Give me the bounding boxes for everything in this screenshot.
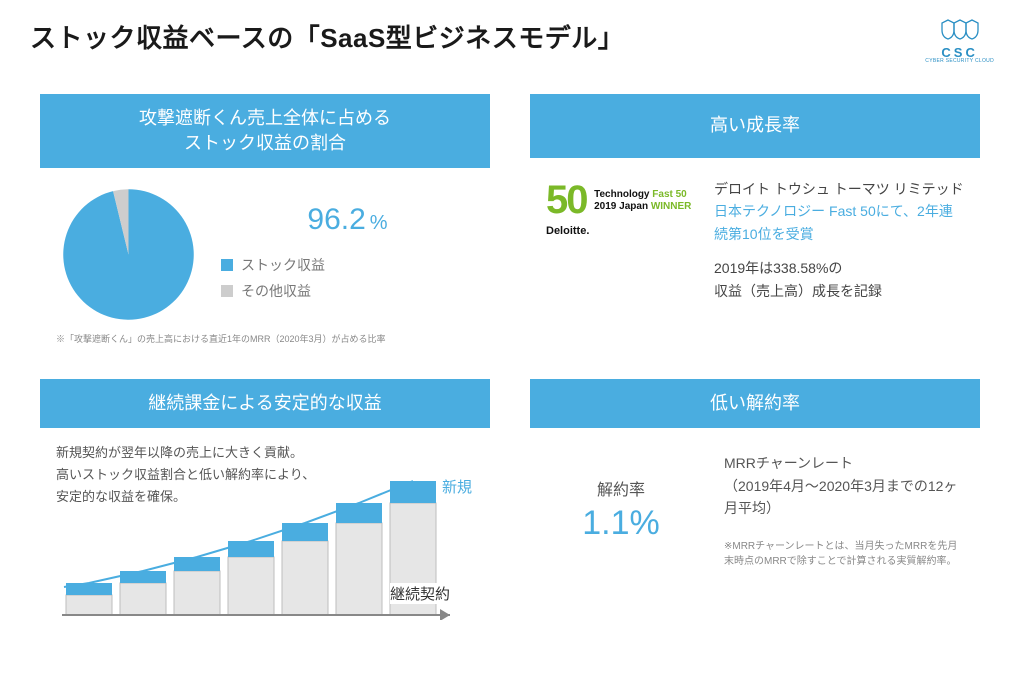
badge-line: Technology bbox=[594, 189, 649, 200]
deloitte-text: Deloitte. bbox=[546, 225, 696, 237]
growth-text: デロイト トウシュ トーマツ リミテッド 日本テクノロジー Fast 50にて、… bbox=[714, 178, 964, 302]
churn-text: MRRチャーンレート （2019年4月〜2020年3月までの12ヶ月平均） ※M… bbox=[724, 452, 964, 626]
text-line: 2019年は338.58%の bbox=[714, 257, 964, 279]
panel-heading: 高い成長率 bbox=[530, 94, 980, 158]
panel-heading: 継続課金による安定的な収益 bbox=[40, 379, 490, 428]
text-line: MRRチャーンレート bbox=[724, 452, 964, 474]
footnote: ※MRRチャーンレートとは、当月失ったMRRを先月末時点のMRRで除すことで計算… bbox=[724, 539, 964, 569]
badge-line: 2019 bbox=[594, 201, 616, 212]
pie-legend: ストック収益その他収益 bbox=[221, 255, 474, 301]
panel-churn: 低い解約率 解約率 1.1% MRRチャーンレート （2019年4月〜2020年… bbox=[530, 379, 980, 634]
stock-percent: 96.2% bbox=[221, 203, 474, 237]
panel-growth: 高い成長率 50 Technology Fast 50 2019 Japan W… bbox=[530, 94, 980, 359]
percent-unit: % bbox=[370, 212, 388, 234]
churn-value-block: 解約率 1.1% bbox=[546, 452, 696, 626]
legend-item: ストック収益 bbox=[221, 255, 474, 275]
badge-line: WINNER bbox=[651, 201, 692, 212]
logo: CSC CYBER SECURITY CLOUD bbox=[925, 18, 994, 64]
churn-value: 1.1% bbox=[546, 504, 696, 543]
logo-icon bbox=[940, 18, 980, 40]
label-continuation: 継続契約 bbox=[390, 583, 450, 604]
churn-label: 解約率 bbox=[546, 476, 696, 500]
fifty-number: 50 bbox=[546, 178, 587, 223]
text-line: デロイト トウシュ トーマツ リミテッド bbox=[714, 178, 964, 200]
text-highlight: 日本テクノロジー Fast 50にて、2年連続第10位を受賞 bbox=[714, 200, 964, 245]
legend-item: その他収益 bbox=[221, 281, 474, 301]
badge-line: Fast 50 bbox=[652, 189, 686, 200]
footnote: ※「攻撃遮断くん」の売上高における直近1年のMRR（2020年3月）が占める比率 bbox=[56, 333, 474, 346]
page-title: ストック収益ベースの「SaaS型ビジネスモデル」 bbox=[30, 18, 624, 55]
text-line: 収益（売上高）成長を記録 bbox=[714, 280, 964, 302]
pie-chart bbox=[56, 182, 201, 327]
panel-stock-ratio: 攻撃遮断くん売上全体に占めるストック収益の割合 96.2% ストック収益その他収… bbox=[40, 94, 490, 359]
panel-heading: 攻撃遮断くん売上全体に占めるストック収益の割合 bbox=[40, 94, 490, 168]
percent-value: 96.2 bbox=[307, 203, 365, 236]
logo-subtext: CYBER SECURITY CLOUD bbox=[925, 59, 994, 64]
badge-line: Japan bbox=[619, 201, 648, 212]
panel-heading: 低い解約率 bbox=[530, 379, 980, 428]
fast50-badge: 50 Technology Fast 50 2019 Japan WINNER … bbox=[546, 178, 696, 237]
panel-continuation: 継続課金による安定的な収益 新規契約が翌年以降の売上に大きく貢献。高いストック収… bbox=[40, 379, 490, 634]
text-line: （2019年4月〜2020年3月までの12ヶ月平均） bbox=[724, 475, 964, 520]
